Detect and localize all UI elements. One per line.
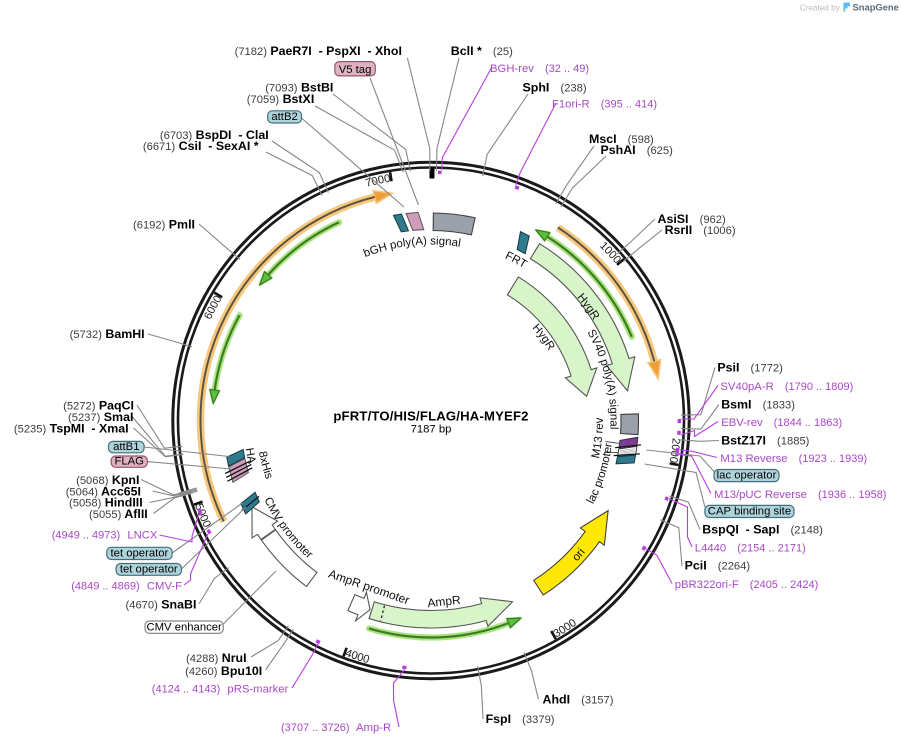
svg-text:RsrII (1006): RsrII (1006) <box>665 223 736 237</box>
svg-text:(7059) BstXI: (7059) BstXI <box>247 92 314 106</box>
svg-text:M13 rev: M13 rev <box>590 417 606 459</box>
svg-text:pFRT/TO/HIS/FLAG/HA-MYEF2: pFRT/TO/HIS/FLAG/HA-MYEF2 <box>333 408 528 423</box>
svg-text:7187 bp: 7187 bp <box>411 424 452 436</box>
svg-text:CMV enhancer: CMV enhancer <box>146 621 222 633</box>
svg-text:attB2: attB2 <box>271 111 297 123</box>
svg-text:(5237) SmaI: (5237) SmaI <box>68 410 133 424</box>
svg-text:SnapGene: SnapGene <box>853 2 899 13</box>
svg-text:(5058) HindIII: (5058) HindIII <box>69 496 143 510</box>
svg-text:FspI (3379): FspI (3379) <box>486 712 555 726</box>
svg-text:AsiSI (962): AsiSI (962) <box>658 212 726 226</box>
svg-text:lac operator: lac operator <box>717 470 777 482</box>
svg-text:BspQI - SapI (2148): BspQI - SapI (2148) <box>702 522 823 536</box>
svg-text:(5055) AflII: (5055) AflII <box>89 507 148 521</box>
svg-text:PsiI (1772): PsiI (1772) <box>717 360 783 374</box>
svg-text:BsmI (1833): BsmI (1833) <box>721 397 795 411</box>
svg-text:Created by: Created by <box>800 4 841 13</box>
svg-text:(7093) BstBI: (7093) BstBI <box>265 80 333 94</box>
svg-text:(4670) SnaBI: (4670) SnaBI <box>126 597 197 611</box>
svg-text:(4260) Bpu10I: (4260) Bpu10I <box>185 664 262 678</box>
svg-text:(6192) PmlI: (6192) PmlI <box>133 218 195 232</box>
svg-text:(4288) NruI: (4288) NruI <box>186 651 247 665</box>
svg-text:BclI * (25): BclI * (25) <box>451 44 513 58</box>
svg-text:M13 Reverse (1923 .. 1939): M13 Reverse (1923 .. 1939) <box>720 453 867 465</box>
svg-text:(3707 .. 3726) Amp-R: (3707 .. 3726) Amp-R <box>281 722 391 734</box>
svg-text:(5235) TspMI - XmaI: (5235) TspMI - XmaI <box>14 422 129 436</box>
svg-text:MscI (598): MscI (598) <box>589 132 654 146</box>
svg-text:pBR322ori-F (2405 .. 2424): pBR322ori-F (2405 .. 2424) <box>675 579 819 591</box>
svg-text:attB1: attB1 <box>113 441 139 453</box>
svg-text:(6671) CsiI - SexAI *: (6671) CsiI - SexAI * <box>143 139 259 153</box>
svg-text:SphI (238): SphI (238) <box>523 80 587 94</box>
svg-text:(7182) PaeR7I - PspXI - XhoI: (7182) PaeR7I - PspXI - XhoI <box>235 44 402 58</box>
svg-text:7000: 7000 <box>364 173 391 190</box>
svg-text:tet operator: tet operator <box>111 548 169 560</box>
svg-text:(5068) KpnI: (5068) KpnI <box>76 473 139 487</box>
svg-text:(5064) Acc65I: (5064) Acc65I <box>66 484 141 498</box>
svg-text:EBV-rev (1844 .. 1863): EBV-rev (1844 .. 1863) <box>721 417 842 429</box>
svg-text:L4440 (2154 .. 2171): L4440 (2154 .. 2171) <box>695 543 806 555</box>
svg-text:AhdI (3157): AhdI (3157) <box>543 693 614 707</box>
svg-text:PciI (2264): PciI (2264) <box>685 559 751 573</box>
svg-text:(5272) PaqCI: (5272) PaqCI <box>63 399 134 413</box>
svg-text:AmpR: AmpR <box>427 593 462 610</box>
svg-text:HA: HA <box>243 447 258 465</box>
svg-text:CAP binding site: CAP binding site <box>708 506 791 518</box>
svg-text:(5732) BamHI: (5732) BamHI <box>70 327 145 341</box>
svg-text:M13/pUC Reverse (1936 .. 1958): M13/pUC Reverse (1936 .. 1958) <box>714 489 886 501</box>
svg-text:(4849 .. 4869) CMV-F: (4849 .. 4869) CMV-F <box>71 581 182 593</box>
svg-text:FLAG: FLAG <box>114 455 144 467</box>
svg-text:PshAI (625): PshAI (625) <box>601 143 674 157</box>
svg-text:tet operator: tet operator <box>120 563 178 575</box>
svg-text:SV40pA-R (1790 .. 1809): SV40pA-R (1790 .. 1809) <box>720 381 853 393</box>
svg-text:BstZ17I (1885): BstZ17I (1885) <box>721 433 809 447</box>
svg-text:BGH-rev (32 .. 49): BGH-rev (32 .. 49) <box>490 63 589 75</box>
svg-text:F1ori-R (395 .. 414): F1ori-R (395 .. 414) <box>552 99 657 111</box>
svg-text:(4124 .. 4143) pRS-marker: (4124 .. 4143) pRS-marker <box>152 683 289 695</box>
svg-text:(6703) BspDI - ClaI: (6703) BspDI - ClaI <box>160 128 269 142</box>
svg-text:(4949 .. 4973) LNCX: (4949 .. 4973) LNCX <box>52 530 158 542</box>
svg-text:V5 tag: V5 tag <box>339 64 372 76</box>
